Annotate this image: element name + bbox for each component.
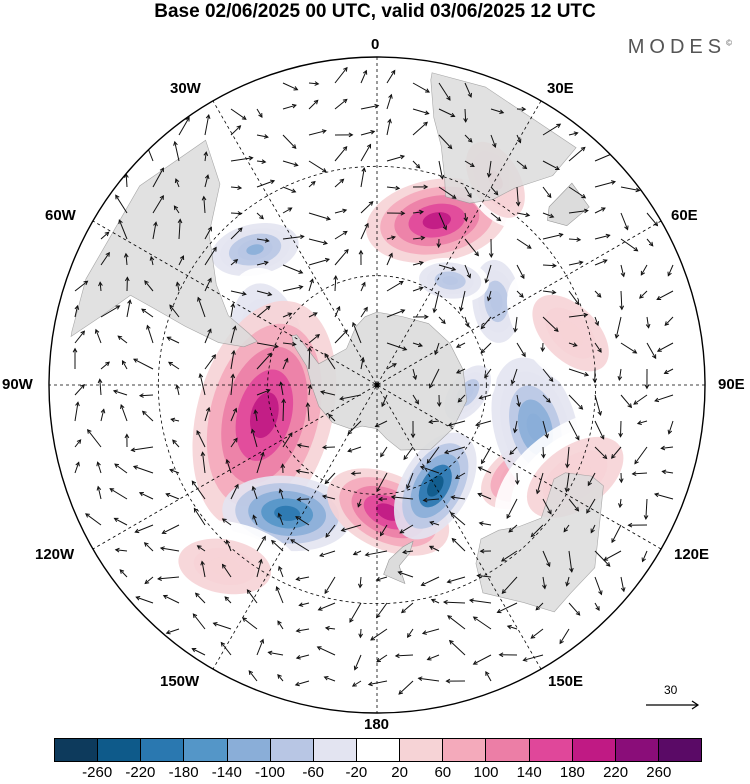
colorbar-swatch	[141, 739, 184, 761]
colorbar-tick-label: -100	[255, 764, 285, 781]
lon-label-180: 180	[364, 716, 389, 733]
colorbar-swatch	[228, 739, 271, 761]
colorbar-tick-label: 140	[517, 764, 542, 781]
colorbar-tick-label: 260	[646, 764, 671, 781]
lon-label-30w: 30W	[170, 80, 201, 97]
wind-arrow	[309, 348, 310, 369]
lon-label-60e: 60E	[671, 207, 698, 224]
lon-label-90w: 90W	[2, 376, 33, 393]
colorbar-swatch	[443, 739, 486, 761]
colorbar-tick-label: 60	[434, 764, 451, 781]
wind-arrowhead	[146, 144, 150, 148]
colorbar-tick-label: -140	[212, 764, 242, 781]
wind-reference: 30	[640, 683, 700, 713]
colorbar-swatch	[530, 739, 573, 761]
colorbar-swatch	[98, 739, 141, 761]
colorbar-tick-label: 100	[473, 764, 498, 781]
lon-label-30e: 30E	[547, 80, 574, 97]
colorbar	[54, 738, 702, 762]
colorbar-swatch	[573, 739, 616, 761]
lon-label-90e: 90E	[718, 376, 745, 393]
colorbar-ticks: -260 -220 -180 -140 -100 -60 -20 20 60 100 140 180 2…	[0, 764, 750, 784]
wind-arrow	[283, 399, 284, 421]
colorbar-swatch	[357, 739, 400, 761]
colorbar-swatch	[55, 739, 98, 761]
colorbar-tick-label: 180	[560, 764, 585, 781]
lon-label-150w: 150W	[160, 673, 199, 690]
colorbar-swatch	[271, 739, 314, 761]
colorbar-tick-label: 220	[603, 764, 628, 781]
lon-label-150e: 150E	[548, 673, 583, 690]
colorbar-tick-label: -180	[169, 764, 199, 781]
colorbar-tick-label: 20	[391, 764, 408, 781]
colorbar-swatch	[659, 739, 701, 761]
lon-label-120e: 120E	[674, 546, 709, 563]
wind-arrow	[465, 109, 466, 122]
reference-arrow-icon	[640, 683, 700, 713]
lon-label-60w: 60W	[45, 207, 76, 224]
lon-label-0: 0	[371, 36, 379, 53]
colorbar-swatch	[184, 739, 227, 761]
colorbar-swatch	[400, 739, 443, 761]
south-pole-marker	[375, 383, 380, 388]
colorbar-tick-label: -60	[302, 764, 324, 781]
lon-label-120w: 120W	[35, 546, 74, 563]
colorbar-swatch	[616, 739, 659, 761]
colorbar-tick-label: -220	[125, 764, 155, 781]
wind-arrow	[297, 499, 309, 500]
colorbar-swatch	[314, 739, 357, 761]
colorbar-tick-label: -260	[82, 764, 112, 781]
colorbar-swatch	[486, 739, 529, 761]
colorbar-tick-label: -20	[346, 764, 368, 781]
